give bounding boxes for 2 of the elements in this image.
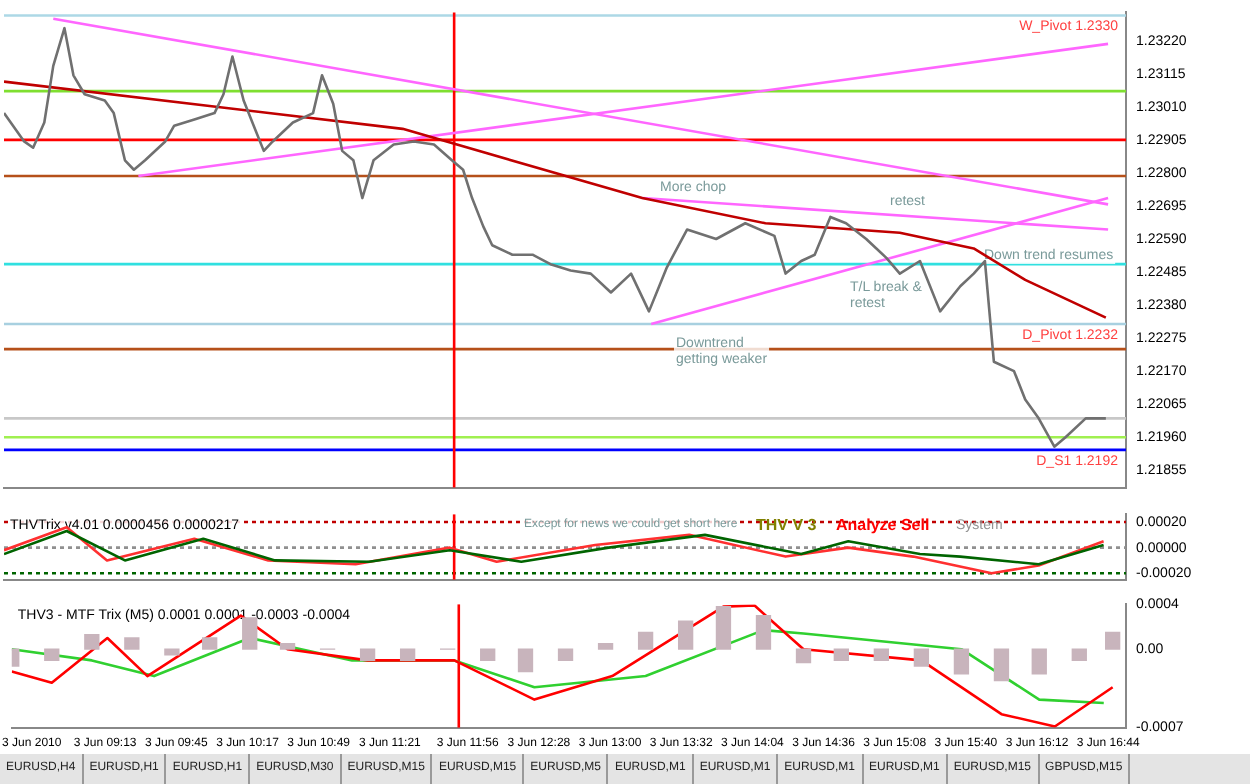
annotation: THV V 3: [756, 516, 818, 535]
annotation: Analyze Sell: [836, 516, 930, 535]
